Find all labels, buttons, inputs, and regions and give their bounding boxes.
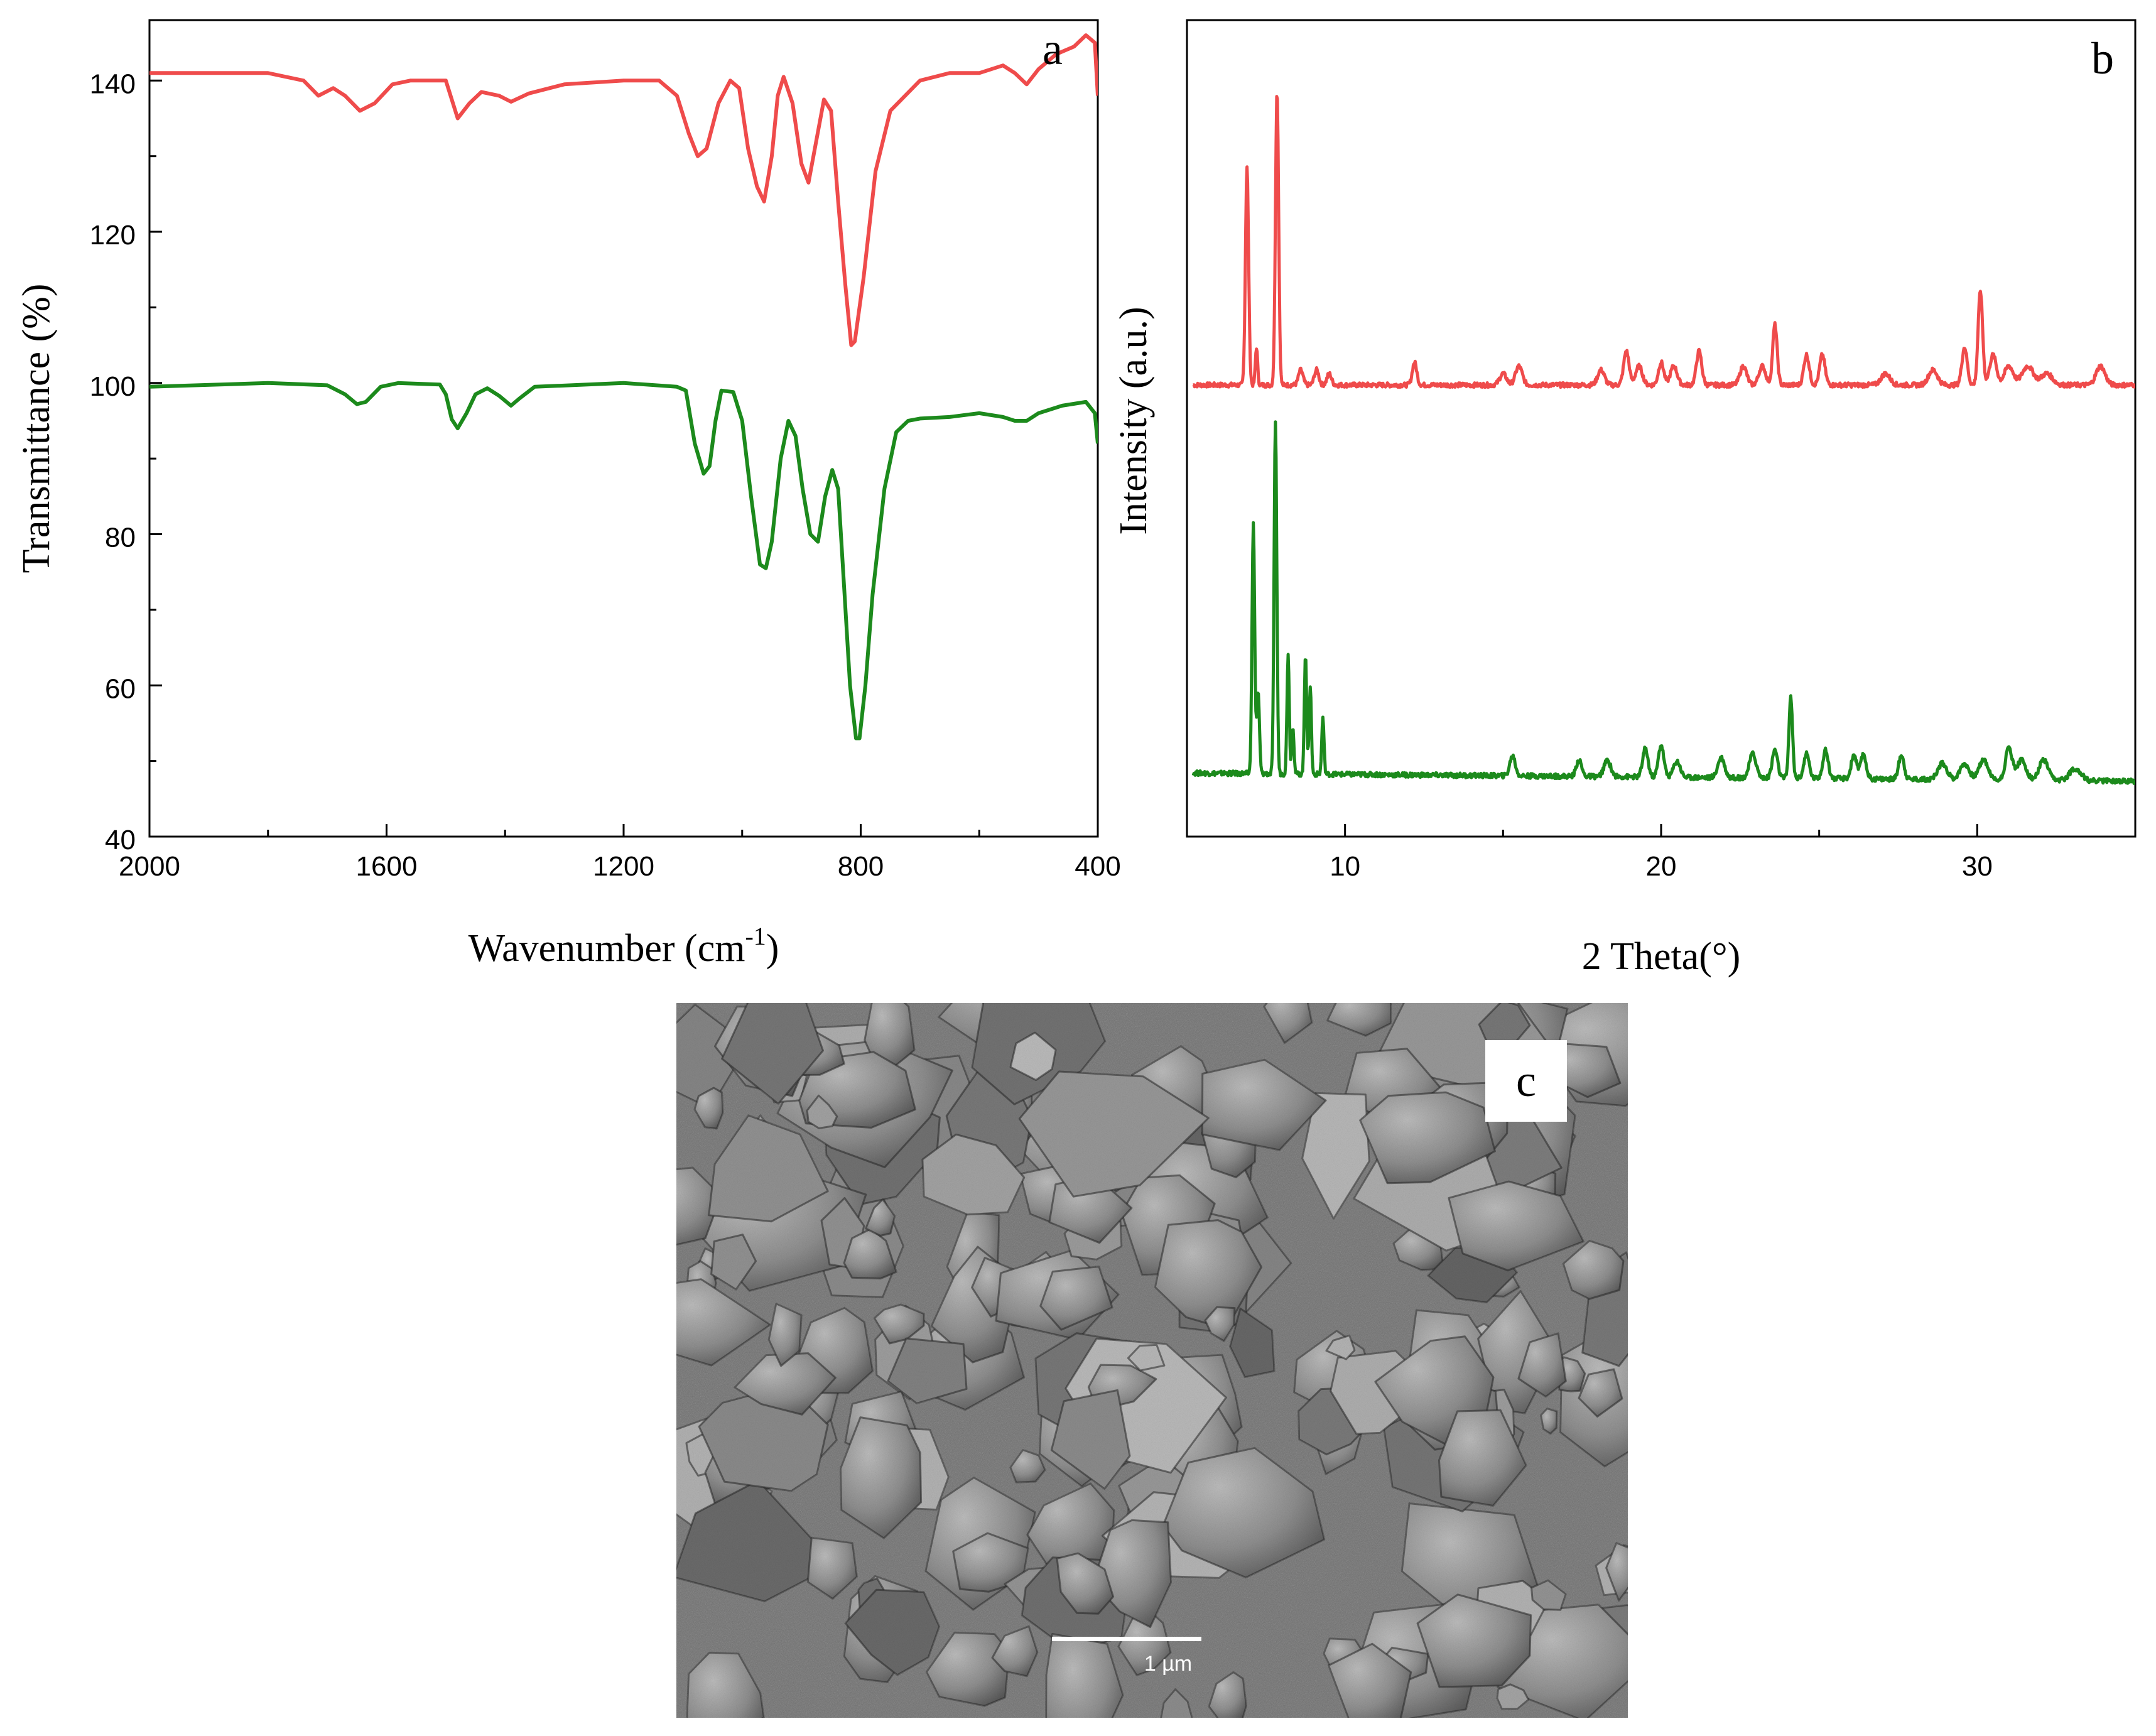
- sem-particle: [1162, 1446, 1326, 1579]
- sem-particle: [1039, 1266, 1113, 1331]
- sem-particle: [839, 1416, 923, 1539]
- sem-particle: [1229, 1307, 1276, 1379]
- sem-particle: [844, 1588, 941, 1676]
- sem-particle: [676, 1479, 837, 1603]
- sem-particle: [952, 1532, 1029, 1593]
- sem-particle: [1496, 1683, 1530, 1710]
- sem-particle: [693, 1087, 724, 1130]
- sem-particle: [1154, 1219, 1263, 1330]
- sem-particle: [1009, 1449, 1046, 1484]
- sem-particle: [806, 1536, 858, 1600]
- sem-particle: [1448, 1180, 1584, 1272]
- sem-particle: [1018, 1070, 1210, 1198]
- x-tick-label: 1200: [593, 851, 654, 882]
- sem-particle: [1050, 1389, 1131, 1490]
- sem-particle: [921, 1133, 1026, 1216]
- sem-particle: [1009, 1031, 1057, 1082]
- panel-b-frame: [1186, 19, 2137, 838]
- sem-particle: [767, 1303, 803, 1367]
- sem-particle: [676, 1278, 772, 1367]
- sem-particle: [1092, 1519, 1173, 1629]
- sem-particle: [1326, 1003, 1392, 1037]
- panel-c-sem-image: c 1 µm: [676, 1003, 1628, 1718]
- sem-particle: [843, 1228, 897, 1280]
- panel-b: 10 20 30 b Intensity (a.u.) 2 Theta(°): [1112, 19, 2137, 978]
- panel-a-frame: [148, 19, 1099, 838]
- sem-particle: [1540, 1408, 1558, 1435]
- x-tick-label: 1600: [356, 851, 418, 882]
- panel-a-series: [149, 33, 1098, 741]
- x-tick-label: 2000: [119, 851, 180, 882]
- series-line-0: [1192, 95, 2135, 389]
- sem-particle: [708, 1114, 829, 1223]
- sem-particle: [1208, 1671, 1248, 1718]
- sem-particle: [676, 1166, 722, 1246]
- sem-particle: [1605, 1542, 1628, 1602]
- panel-b-x-axis-title: 2 Theta(°): [1582, 935, 1741, 978]
- sem-particle: [721, 1003, 824, 1105]
- panel-a-y-axis: 40 60 80 100 120 140: [90, 68, 162, 855]
- panel-a-label: a: [1043, 24, 1063, 74]
- sem-particle: [1517, 1332, 1567, 1398]
- sem-particle: [887, 1337, 968, 1404]
- sem-particle: [865, 1198, 896, 1237]
- x-tick-label: 10: [1330, 851, 1360, 882]
- y-tick-label: 140: [90, 68, 136, 99]
- panel-b-x-axis: 10 20 30: [1186, 824, 2137, 882]
- x-tick-label: 800: [838, 851, 884, 882]
- y-tick-label: 120: [90, 220, 136, 251]
- sem-particle: [1301, 1092, 1370, 1220]
- panel-a: 40 60 80 100 120 140 2000 1600 1200 800 400 a Tra…: [15, 19, 1121, 970]
- sem-particle: [1127, 1343, 1166, 1372]
- y-tick-label: 100: [90, 371, 136, 402]
- panel-b-y-axis-title: Intensity (a.u.): [1112, 307, 1155, 534]
- series-line-0: [149, 33, 1098, 347]
- sem-particle: [1056, 1552, 1115, 1615]
- sem-particle: [1530, 1579, 1567, 1611]
- scale-bar: [1052, 1637, 1201, 1641]
- sem-particle: [1438, 1409, 1527, 1507]
- sem-particles: [676, 1003, 1628, 1718]
- panel-c-label-box: [1485, 1040, 1567, 1122]
- sem-particle: [1201, 1058, 1327, 1151]
- sem-particle: [1204, 1306, 1236, 1342]
- sem-particle: [1359, 1091, 1496, 1185]
- series-line-1: [1191, 420, 2135, 785]
- sem-particle: [1263, 1003, 1313, 1044]
- sem-particle: [1416, 1593, 1532, 1688]
- panel-a-x-axis: 2000 1600 1200 800 400: [119, 824, 1121, 882]
- sem-particle: [1328, 1642, 1412, 1718]
- sem-particle: [873, 1303, 925, 1345]
- sem-particle: [734, 1352, 837, 1416]
- sem-particle: [1117, 1612, 1172, 1676]
- panel-b-series: [1191, 95, 2135, 785]
- sem-particle: [1562, 1239, 1625, 1300]
- y-tick-label: 40: [105, 825, 136, 855]
- panel-a-x-axis-title: Wavenumber (cm-1): [469, 922, 779, 970]
- series-line-1: [149, 381, 1098, 741]
- sem-particle: [686, 1651, 765, 1718]
- sem-particle: [1578, 1368, 1623, 1418]
- sem-particle: [1325, 1334, 1356, 1360]
- y-tick-label: 80: [105, 523, 136, 553]
- sem-particle: [806, 1094, 838, 1129]
- scale-bar-label: 1 µm: [1144, 1652, 1192, 1676]
- sem-particle: [710, 1234, 757, 1291]
- panel-b-label: b: [2091, 33, 2114, 84]
- sem-particle: [1160, 1688, 1193, 1718]
- panel-a-y-axis-title: Transmittance (%): [15, 284, 58, 573]
- sem-particle: [991, 1625, 1039, 1678]
- panel-c-label: c: [1516, 1056, 1536, 1106]
- sem-particle: [925, 1631, 1010, 1707]
- y-tick-label: 60: [105, 673, 136, 704]
- x-tick-label: 30: [1962, 851, 1993, 882]
- x-tick-label: 400: [1075, 851, 1120, 882]
- sem-particle: [1045, 1633, 1124, 1718]
- x-tick-label: 20: [1646, 851, 1677, 882]
